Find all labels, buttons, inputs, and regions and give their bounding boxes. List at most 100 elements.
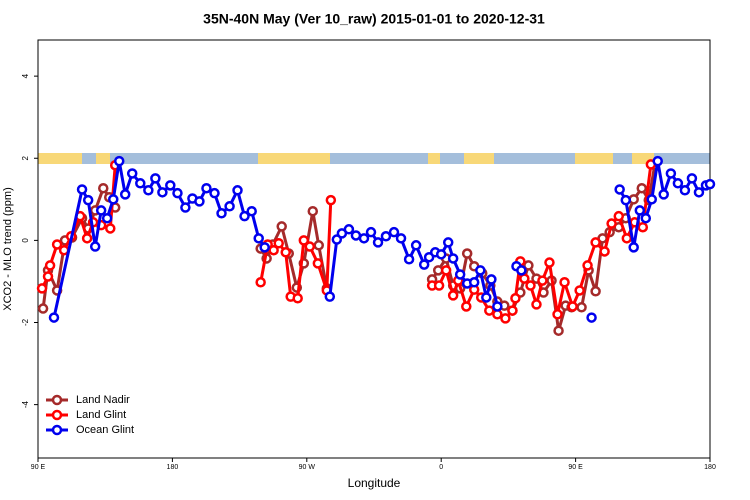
data-point xyxy=(652,155,663,167)
data-point xyxy=(172,187,183,199)
data-point xyxy=(350,230,362,241)
data-point xyxy=(686,173,698,184)
data-point xyxy=(628,242,639,253)
data-point xyxy=(507,305,518,316)
data-point xyxy=(461,248,473,259)
data-point xyxy=(143,185,154,196)
strip-ocean xyxy=(38,153,710,164)
data-point xyxy=(108,194,119,205)
data-point xyxy=(510,293,521,304)
strip-land xyxy=(38,153,82,164)
strip-land xyxy=(258,153,330,164)
data-point xyxy=(292,293,303,304)
data-point xyxy=(268,244,279,256)
data-point xyxy=(552,309,563,320)
data-point xyxy=(537,275,548,286)
data-point xyxy=(259,242,270,253)
data-point xyxy=(704,178,716,190)
data-point xyxy=(395,233,407,244)
data-point xyxy=(98,182,109,194)
data-point xyxy=(119,189,131,200)
data-point xyxy=(492,301,503,312)
data-point xyxy=(523,260,534,271)
data-point xyxy=(640,212,652,224)
strip-land xyxy=(575,153,613,164)
data-point xyxy=(113,155,125,167)
data-point xyxy=(358,233,370,244)
data-point xyxy=(81,233,93,244)
data-point xyxy=(76,184,88,195)
data-point xyxy=(253,233,264,244)
data-point xyxy=(665,168,677,179)
data-point xyxy=(105,223,116,234)
data-point xyxy=(280,247,291,258)
data-point xyxy=(582,260,593,271)
data-point xyxy=(531,299,542,310)
y-tick-label: -4 xyxy=(21,401,30,409)
data-point xyxy=(486,274,497,285)
data-point xyxy=(150,173,161,184)
data-point xyxy=(646,194,658,205)
legend-label: Land Glint xyxy=(76,409,126,421)
data-point xyxy=(559,277,570,288)
y-axis-label: XCO2 - MLO trend (ppm) xyxy=(2,187,14,310)
data-point xyxy=(433,280,445,291)
x-tick-label: 90 E xyxy=(31,464,46,471)
data-point xyxy=(95,205,107,216)
data-point xyxy=(42,271,54,282)
data-point xyxy=(525,280,536,291)
data-point xyxy=(567,301,578,312)
data-point xyxy=(679,185,691,196)
legend-marker xyxy=(51,424,63,436)
data-point xyxy=(157,187,168,198)
data-point xyxy=(500,313,511,324)
plot-frame xyxy=(37,39,711,459)
x-tick-label: 180 xyxy=(167,464,179,471)
data-point xyxy=(44,260,56,271)
x-tick-label: 180 xyxy=(704,464,716,471)
data-point xyxy=(544,257,555,268)
data-point xyxy=(298,235,310,246)
data-point xyxy=(410,240,422,251)
data-point xyxy=(312,258,324,269)
data-point xyxy=(273,238,284,249)
surface-strip xyxy=(38,153,710,164)
data-point xyxy=(51,239,63,250)
data-point xyxy=(442,237,454,248)
data-point xyxy=(519,273,530,284)
data-point xyxy=(388,226,400,238)
data-point xyxy=(313,240,324,251)
data-point xyxy=(658,189,669,200)
data-point xyxy=(574,285,585,296)
strip-land xyxy=(428,153,440,164)
data-point xyxy=(165,180,176,191)
series-line xyxy=(52,159,711,318)
data-point xyxy=(403,254,415,265)
data-point xyxy=(325,194,337,206)
data-point xyxy=(590,237,601,248)
data-point xyxy=(447,253,459,264)
data-point xyxy=(224,201,235,212)
data-point xyxy=(82,194,94,206)
data-point xyxy=(304,241,316,252)
chart-title: 35N-40N May (Ver 10_raw) 2015-01-01 to 2… xyxy=(203,11,545,27)
data-point xyxy=(516,265,527,276)
data-point xyxy=(194,196,205,207)
data-point xyxy=(672,178,684,189)
data-point xyxy=(101,212,113,224)
legend-marker xyxy=(51,409,63,421)
data-point xyxy=(637,221,649,233)
data-point xyxy=(621,233,633,244)
x-tick-label: 0 xyxy=(439,464,443,471)
legend: Land Nadir Land Glint Ocean Glint xyxy=(46,394,134,436)
data-point xyxy=(481,292,492,303)
data-point xyxy=(380,231,392,242)
data-point xyxy=(606,218,617,229)
y-tick-label: 4 xyxy=(21,73,30,78)
data-point xyxy=(324,291,336,302)
data-point xyxy=(620,194,632,206)
data-point xyxy=(614,184,625,195)
data-point xyxy=(48,312,60,323)
legend-label: Ocean Glint xyxy=(76,424,134,436)
